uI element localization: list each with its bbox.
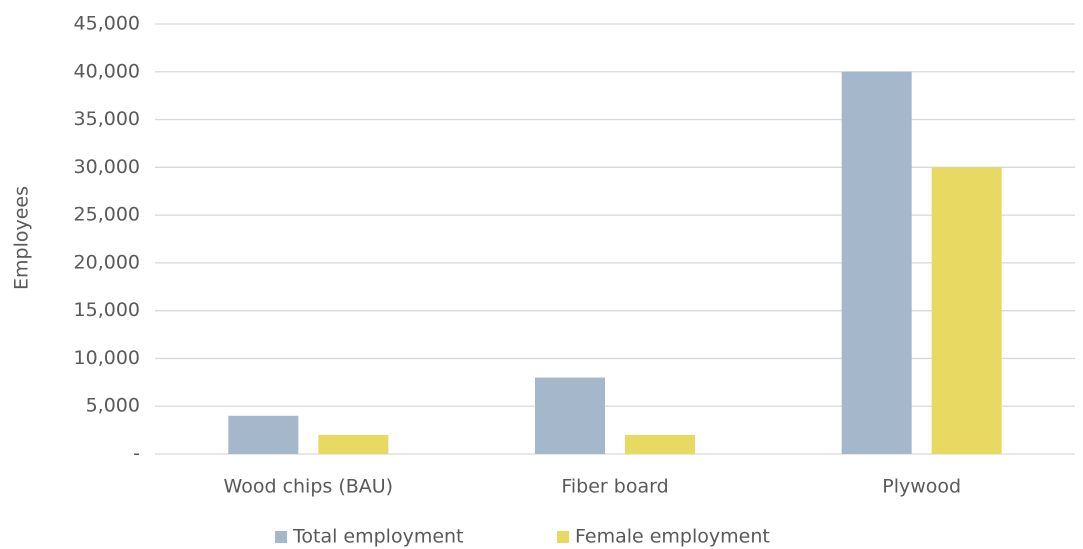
x-tick-label: Fiber board: [561, 476, 668, 498]
bar: [535, 377, 605, 454]
y-tick-label: 30,000: [74, 156, 140, 178]
y-tick-label: 40,000: [74, 60, 140, 82]
y-tick-label: 15,000: [74, 299, 140, 321]
x-tick-label: Plywood: [882, 476, 961, 498]
legend-swatch: [275, 531, 287, 543]
y-tick-label: 25,000: [74, 204, 140, 226]
y-axis-label: Employees: [11, 186, 33, 290]
legend-label: Female employment: [575, 526, 770, 548]
bar: [841, 71, 912, 455]
y-tick-label: 20,000: [74, 251, 140, 273]
bar: [318, 434, 389, 454]
bar: [625, 434, 695, 454]
y-tick-label: 5,000: [86, 395, 140, 417]
y-tick-label: 45,000: [74, 13, 140, 35]
legend-swatch: [557, 531, 569, 543]
y-tick-label: -: [133, 443, 140, 465]
y-tick-label: 10,000: [74, 347, 140, 369]
legend-label: Total employment: [292, 526, 464, 548]
x-tick-label: Wood chips (BAU): [224, 476, 394, 498]
y-tick-label: 35,000: [74, 108, 140, 130]
bar: [228, 415, 299, 454]
bar: [931, 167, 1002, 455]
